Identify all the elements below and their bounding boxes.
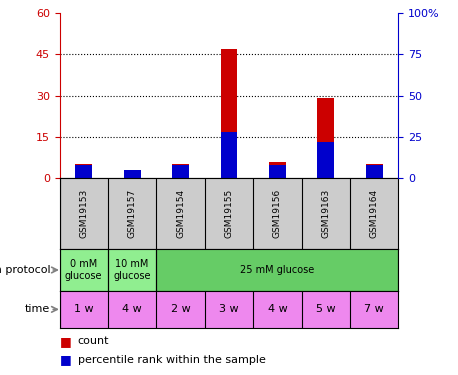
Text: 0 mM
glucose: 0 mM glucose [65,259,103,281]
Bar [124,170,141,178]
Bar [172,165,189,178]
Bar [75,165,92,178]
Text: percentile rank within the sample: percentile rank within the sample [78,355,266,365]
Text: 25 mM glucose: 25 mM glucose [240,265,315,275]
Bar [317,142,334,178]
Text: 3 w: 3 w [219,304,239,314]
Text: 4 w: 4 w [122,304,142,314]
Text: count: count [78,336,109,346]
Text: GSM19156: GSM19156 [273,189,282,238]
Text: GSM19157: GSM19157 [128,189,136,238]
Text: GSM19164: GSM19164 [370,189,379,238]
Text: 7 w: 7 w [365,304,384,314]
Bar [124,170,141,178]
Bar [172,164,189,178]
Text: 5 w: 5 w [316,304,336,314]
Text: 10 mM
glucose: 10 mM glucose [114,259,151,281]
Text: ■: ■ [60,335,71,348]
Text: time: time [25,304,50,314]
Bar [220,49,237,178]
Text: 1 w: 1 w [74,304,93,314]
Text: 2 w: 2 w [171,304,191,314]
Bar [108,249,156,291]
Bar [366,165,383,178]
Text: GSM19155: GSM19155 [224,189,234,238]
Bar [220,132,237,178]
Bar [156,249,398,291]
Text: 4 w: 4 w [267,304,287,314]
Text: GSM19153: GSM19153 [79,189,88,238]
Text: GSM19163: GSM19163 [322,189,330,238]
Bar [317,98,334,178]
Text: GSM19154: GSM19154 [176,189,185,238]
Bar [269,165,286,178]
Text: ■: ■ [60,354,71,366]
Bar [75,164,92,178]
Text: growth protocol: growth protocol [0,265,50,275]
Bar [60,249,108,291]
Bar [269,162,286,178]
Bar [366,164,383,178]
